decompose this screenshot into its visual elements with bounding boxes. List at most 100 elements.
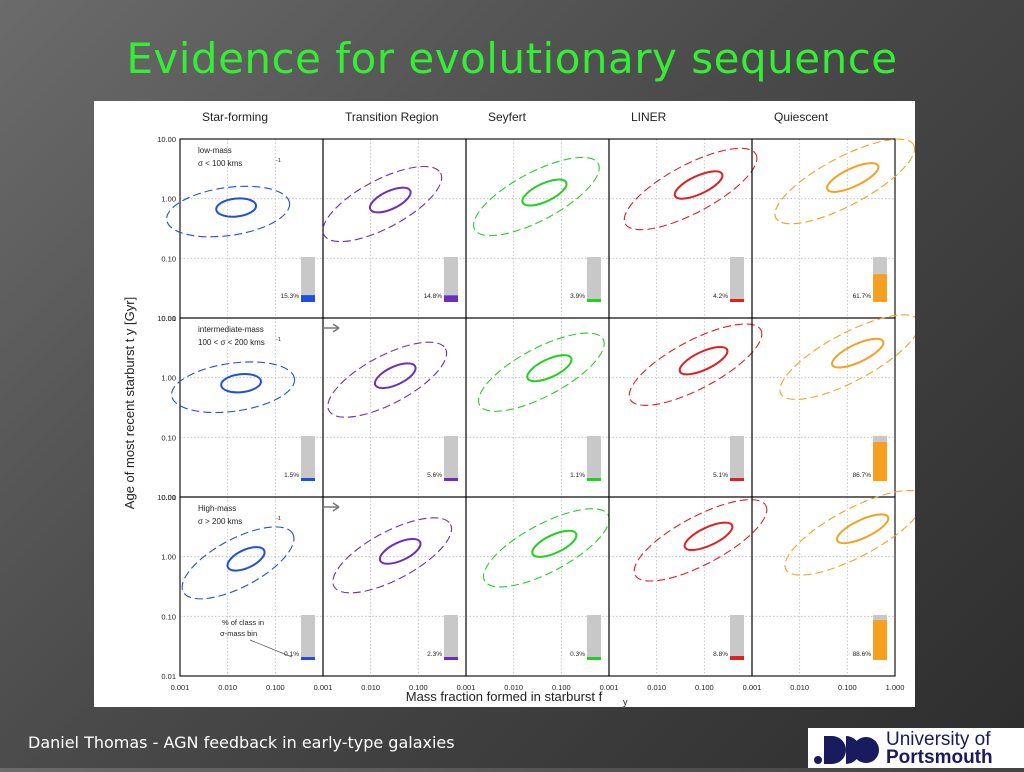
- percent-label: 8.8%: [713, 651, 728, 658]
- contour-inner: [521, 178, 568, 207]
- y-tick-label: 1.00: [161, 195, 176, 204]
- x-tick-label: 0.001: [314, 683, 333, 692]
- percent-bar-bg: [587, 615, 601, 660]
- x-tick-label: 0.010: [504, 683, 523, 692]
- percent-bar-fill: [730, 656, 744, 660]
- footer-text: Daniel Thomas - AGN feedback in early-ty…: [28, 733, 455, 752]
- percent-bar-fill: [587, 657, 601, 660]
- y-tick-label: 10.00: [157, 314, 176, 323]
- contour-outer: [633, 499, 768, 582]
- percent-label: 5.1%: [713, 472, 728, 479]
- row-sigma-1: 100 < σ < 200 kms: [198, 338, 265, 347]
- contour-inner: [826, 162, 880, 193]
- y-tick-label: 0.01: [161, 314, 176, 323]
- x-axis-label: Mass fraction formed in starburst f: [406, 689, 603, 704]
- contour-outer: [322, 165, 443, 243]
- x-axis-label-sub: y: [623, 697, 628, 707]
- percent-label: 1.5%: [284, 472, 299, 479]
- percent-bar-fill: [730, 478, 744, 481]
- percent-label: 88.6%: [853, 651, 872, 658]
- x-tick-label: 0.100: [266, 683, 285, 692]
- percent-bar-fill: [444, 295, 458, 302]
- y-tick-label: 1.00: [161, 553, 176, 562]
- percent-bar-bg: [587, 257, 601, 302]
- x-tick-label: 0.100: [552, 683, 571, 692]
- contour-inner: [836, 513, 890, 545]
- contour-outer: [623, 147, 758, 231]
- contour-outer: [628, 323, 763, 406]
- y-tick-label: 1.00: [161, 374, 176, 383]
- contour-outer: [482, 508, 610, 588]
- percent-bar-fill: [301, 478, 315, 481]
- y-tick-label: 0.01: [161, 493, 176, 502]
- logo-mark-icon: [814, 736, 879, 764]
- percent-label: 2.3%: [427, 651, 442, 658]
- percent-bar-fill: [873, 441, 887, 481]
- contour-inner: [215, 197, 258, 218]
- x-tick-label: 0.001: [743, 683, 762, 692]
- percent-label: 5.6%: [427, 472, 442, 479]
- column-title-2: Seyfert: [488, 110, 527, 124]
- y-tick-label: 0.01: [161, 672, 176, 681]
- contour-outer: [478, 332, 605, 412]
- contour-outer: [774, 138, 915, 225]
- y-tick-label: 0.10: [161, 612, 176, 621]
- x-tick-label: 0.010: [218, 683, 237, 692]
- percent-bar-bg: [730, 257, 744, 302]
- percent-label: 0.1%: [284, 651, 299, 658]
- annotation-line-1: % of class in: [222, 618, 264, 627]
- percent-label: 15.3%: [281, 293, 300, 300]
- x-tick-label: 0.100: [409, 683, 428, 692]
- contour-figure: Star-forming Transition Region Seyfert LINE…: [94, 101, 915, 707]
- contour-grid-chart: Star-forming Transition Region Seyfert LINE…: [122, 110, 915, 707]
- annotation-pointer: [249, 639, 293, 658]
- contour-inner: [226, 546, 266, 572]
- percent-bar-fill: [730, 299, 744, 302]
- row-sigma-0: σ < 100 kms: [198, 159, 242, 168]
- x-tick-label: 0.001: [171, 683, 190, 692]
- percent-bar-bg: [301, 615, 315, 660]
- percent-bar-fill: [587, 299, 601, 302]
- x-tick-label: 0.100: [695, 683, 714, 692]
- contour-outer: [473, 156, 600, 237]
- percent-label: 1.1%: [570, 472, 585, 479]
- row-title-0: low-mass: [198, 146, 232, 155]
- sequence-arrow-head: [332, 502, 340, 512]
- percent-bar-fill: [301, 295, 315, 302]
- row-sigma-sup-1: -1: [276, 337, 281, 343]
- percent-label: 86.7%: [853, 472, 872, 479]
- contour-inner: [673, 170, 724, 200]
- x-tick-label: 0.100: [838, 683, 857, 692]
- contour-inner: [831, 337, 885, 369]
- percent-bar-fill: [873, 274, 887, 302]
- percent-label: 0.3%: [570, 651, 585, 658]
- percent-label: 14.8%: [424, 293, 443, 300]
- contour-outer: [327, 341, 448, 418]
- row-sigma-sup-0: -1: [276, 158, 281, 164]
- contour-inner: [378, 537, 422, 565]
- y-tick-label: 0.10: [161, 433, 176, 442]
- percent-bar-bg: [730, 436, 744, 481]
- x-tick-label: 0.001: [457, 683, 476, 692]
- university-logo: University of Portsmouth: [808, 728, 1024, 768]
- logo-line-1: University of: [886, 729, 991, 750]
- percent-bar-bg: [444, 615, 458, 660]
- contour-outer: [166, 185, 291, 238]
- contour-outer: [784, 489, 915, 576]
- percent-label: 61.7%: [853, 293, 872, 300]
- contour-outer: [779, 314, 915, 400]
- column-title-3: LINER: [631, 110, 667, 124]
- percent-bar-bg: [730, 615, 744, 660]
- contour-inner: [526, 354, 573, 383]
- contour-inner: [368, 186, 412, 214]
- x-tick-label: 0.001: [600, 683, 619, 692]
- y-tick-label: 0.10: [161, 254, 176, 263]
- contour-inner: [678, 345, 729, 376]
- row-sigma-2: σ > 200 kms: [198, 517, 242, 526]
- annotation-line-2: σ-mass bin: [220, 629, 257, 638]
- y-axis-label: Age of most recent starburst t y [Gyr]: [122, 297, 137, 509]
- y-axis-label-group: Age of most recent starburst t y [Gyr]: [122, 297, 137, 509]
- percent-bar-bg: [587, 436, 601, 481]
- percent-label: 3.9%: [570, 293, 585, 300]
- column-title-4: Quiescent: [774, 110, 829, 124]
